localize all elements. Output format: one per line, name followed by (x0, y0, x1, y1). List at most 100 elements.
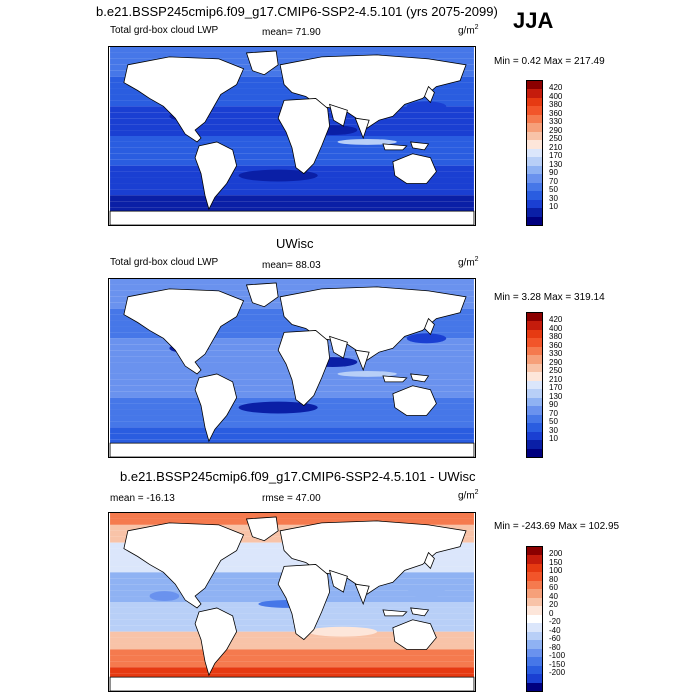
colorbar-swatch (527, 572, 542, 581)
field-band (110, 560, 474, 567)
land-mass (279, 54, 467, 129)
colorbar-tick-label: 150 (549, 557, 563, 567)
colorbar-tick-label: 70 (549, 176, 558, 186)
colorbar-swatch (527, 338, 542, 347)
colorbar-tick-label: 20 (549, 600, 558, 610)
colorbar-swatch (527, 89, 542, 98)
colorbar-tick-label: -100 (549, 651, 566, 661)
field-patch (337, 138, 397, 145)
colorbar-swatch (527, 372, 542, 381)
colorbar-tick-label: 400 (549, 323, 563, 333)
field-band (110, 421, 474, 428)
season-label: JJA (513, 8, 554, 33)
land-mass (382, 375, 408, 383)
panel3-minmax: Min = -243.69 Max = 102.95 (494, 521, 620, 532)
colorbar-diff (526, 546, 543, 692)
panel3-title: b.e21.BSSP245cmip6.f09_g17.CMIP6-SSP2-4.… (120, 469, 476, 484)
colorbar-tick-label: 170 (549, 151, 563, 161)
colorbar-swatch (527, 423, 542, 432)
field-band (110, 625, 474, 632)
colorbar-obs (526, 312, 543, 458)
field-patch (238, 401, 318, 414)
land-mass (245, 50, 279, 76)
field-band (110, 673, 474, 680)
land-mass (392, 153, 437, 184)
field-band (110, 391, 474, 398)
colorbar-swatch (527, 657, 542, 666)
land-mass (109, 676, 475, 691)
colorbar-tick-label: 420 (549, 83, 563, 93)
panel2-minmax: Min = 3.28 Max = 319.14 (494, 292, 605, 303)
field-band (110, 433, 474, 440)
land-mass (424, 85, 435, 104)
case-title: b.e21.BSSP245cmip6.f09_g17.CMIP6-SSP2-4.… (96, 4, 498, 19)
colorbar-swatch (527, 597, 542, 607)
colorbar-swatch (527, 547, 542, 556)
colorbar-swatch (527, 555, 542, 564)
land-mass (279, 286, 467, 361)
field-patch (337, 370, 397, 377)
colorbar-tick-label: 50 (549, 185, 558, 195)
land-mass (392, 619, 437, 650)
field-band (110, 147, 474, 154)
field-band (110, 415, 474, 422)
colorbar-swatch (527, 640, 542, 649)
colorbar-tick-label: -60 (549, 634, 561, 644)
panel1-var-label: Total grd-box cloud LWP (110, 25, 219, 36)
colorbar-swatch (527, 140, 542, 149)
map-panel-diff (108, 512, 476, 692)
land-mass (354, 349, 370, 372)
colorbar-tick-label: 330 (549, 117, 563, 127)
colorbar-tick-label: 70 (549, 408, 558, 418)
land-mass (194, 141, 238, 211)
colorbar-tick-label: 200 (549, 549, 563, 559)
land-mass (354, 583, 370, 606)
field-band (110, 643, 474, 650)
colorbar-swatch (527, 380, 542, 390)
land-mass (109, 210, 475, 225)
field-band (110, 631, 474, 638)
field-band (110, 58, 474, 65)
field-band (110, 159, 474, 166)
colorbar-swatch (527, 440, 542, 449)
field-band (110, 518, 474, 525)
colorbar-swatch (527, 682, 542, 691)
colorbar-tick-label: 290 (549, 357, 563, 367)
colorbar-tick-label: 210 (549, 142, 563, 152)
land-mass (392, 385, 437, 416)
colorbar-tick-label: 400 (549, 91, 563, 101)
panel2-mean: mean= 88.03 (262, 260, 321, 271)
field-band (110, 385, 474, 392)
field-band (110, 397, 474, 404)
colorbar-tick-label: 130 (549, 391, 563, 401)
field-band (110, 379, 474, 386)
field-band (110, 195, 474, 202)
colorbar-swatch (527, 414, 542, 424)
colorbar-tick-label: 250 (549, 366, 563, 376)
colorbar-tick-label: 250 (549, 134, 563, 144)
field-band (110, 52, 474, 59)
field-patch (406, 101, 447, 112)
colorbar-tick-label: 90 (549, 168, 558, 178)
colorbar-tick-label: 330 (549, 349, 563, 359)
colorbar-swatch (527, 346, 542, 356)
panel1-mean: mean= 71.90 (262, 27, 321, 38)
colorbar-swatch (527, 97, 542, 107)
colorbar-tick-label: 210 (549, 374, 563, 384)
map-panel-obs (108, 278, 476, 458)
field-band (110, 94, 474, 101)
panel1-units: g/m2 (458, 24, 479, 37)
land-mass (277, 98, 330, 175)
land-mass (123, 56, 245, 143)
panel2-var-label: Total grd-box cloud LWP (110, 257, 219, 268)
colorbar-tick-label: 50 (549, 417, 558, 427)
colorbar-swatch (527, 614, 542, 624)
colorbar-swatch (527, 148, 542, 158)
field-patch (406, 587, 447, 598)
field-band (110, 649, 474, 656)
land-mass (245, 516, 279, 542)
land-mass (194, 607, 238, 677)
colorbar-tick-label: 360 (549, 340, 563, 350)
land-mass (354, 117, 370, 140)
map-panel-model (108, 46, 476, 226)
